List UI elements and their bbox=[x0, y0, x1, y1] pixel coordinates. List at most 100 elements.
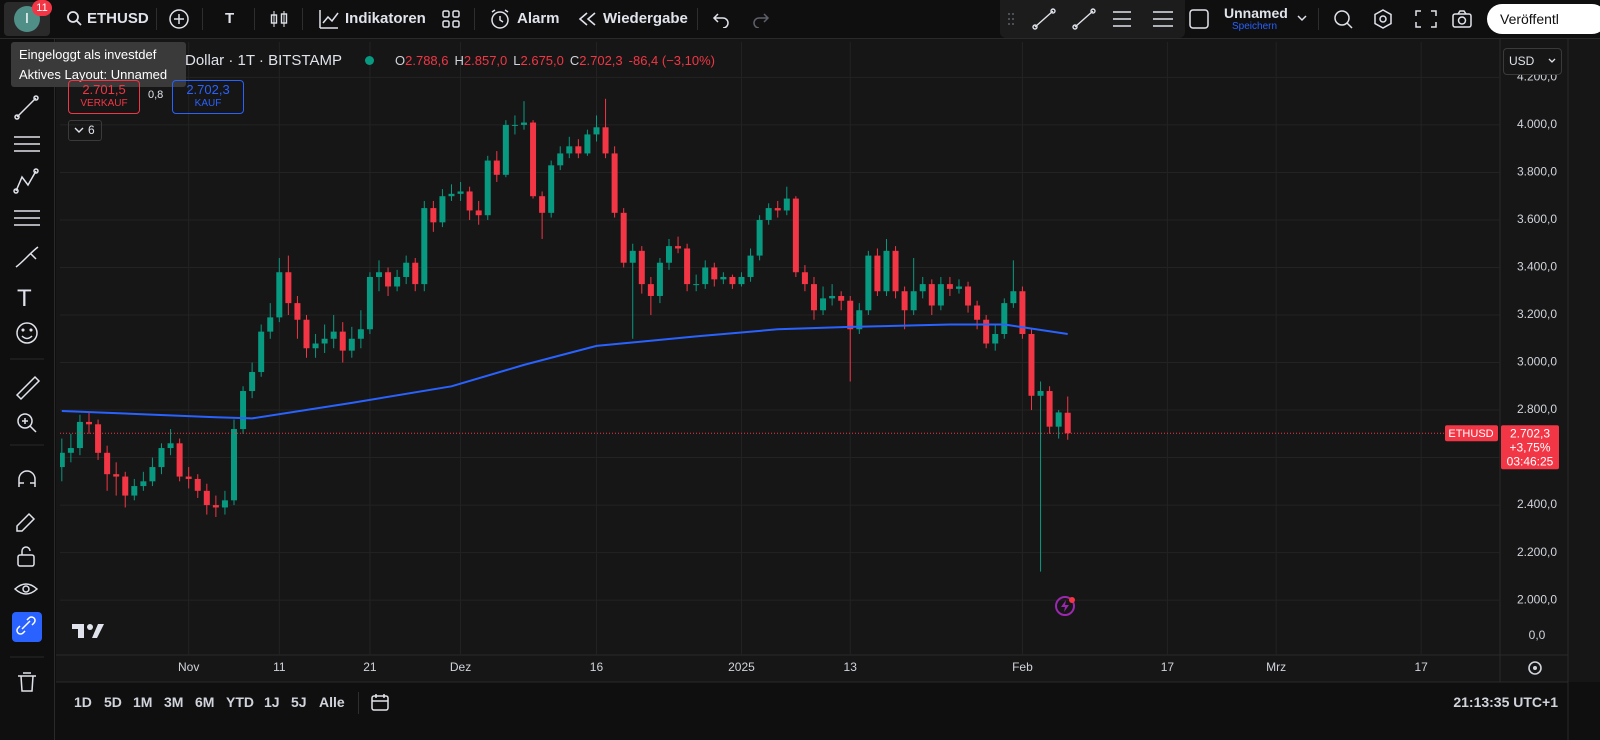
candle-body bbox=[240, 391, 247, 430]
range-button[interactable]: 1M bbox=[133, 694, 153, 710]
currency-select[interactable]: USD bbox=[1503, 48, 1562, 75]
redo[interactable] bbox=[752, 10, 770, 28]
candle-body bbox=[294, 303, 301, 320]
candle-body bbox=[67, 448, 74, 453]
sell-button[interactable]: 2.701,5 VERKAUF bbox=[68, 80, 140, 114]
spread: 0,8 bbox=[148, 89, 164, 101]
undo[interactable] bbox=[712, 10, 730, 28]
price-tag-value: 2.702,3 bbox=[1510, 426, 1550, 440]
top-bar: I 11 ETHUSD T Indikatoren Alarm Wiederga… bbox=[0, 0, 1600, 39]
range-button[interactable]: 6M bbox=[195, 694, 215, 710]
candle-body bbox=[194, 478, 201, 491]
candle-body bbox=[230, 429, 237, 501]
symbol-tag-label: ETHUSD bbox=[1448, 428, 1493, 440]
range-button[interactable]: YTD bbox=[226, 694, 254, 710]
candle-body bbox=[602, 127, 609, 154]
drawing-favorites-icons[interactable] bbox=[1005, 8, 1180, 30]
candle-body bbox=[403, 262, 410, 277]
ohlc-value: 2.788,6 bbox=[405, 53, 449, 68]
symbol-tag bbox=[1445, 425, 1498, 442]
ohlc-key: O bbox=[395, 53, 406, 68]
candle-body bbox=[575, 146, 582, 154]
candle-body bbox=[1055, 412, 1062, 427]
layout-icon[interactable] bbox=[1188, 8, 1212, 30]
range-button[interactable]: 5D bbox=[104, 694, 122, 710]
y-tick-label: 3.400,0 bbox=[1517, 260, 1557, 274]
candle-body bbox=[448, 193, 455, 197]
alert-icon-top[interactable] bbox=[489, 8, 511, 30]
indicator-toggle[interactable]: 6 bbox=[68, 120, 102, 141]
candle-body bbox=[566, 146, 573, 154]
x-tick-label: 17 bbox=[1414, 660, 1428, 674]
candle-body bbox=[720, 276, 727, 280]
candle-body bbox=[593, 127, 600, 135]
candle-body bbox=[394, 276, 401, 287]
y-tick-label: 2.800,0 bbox=[1517, 402, 1557, 416]
y-tick-label: 3.600,0 bbox=[1517, 212, 1557, 226]
candle-body bbox=[176, 443, 183, 477]
ohlc-legend: O2.788,6 H2.857,0 L2.675,0 C2.702,3 -86,4 (−… bbox=[395, 53, 715, 68]
range-button[interactable]: 3M bbox=[164, 694, 184, 710]
range-button[interactable]: 5J bbox=[291, 694, 307, 710]
layout-dropdown[interactable] bbox=[1296, 14, 1308, 24]
range-button[interactable]: Alle bbox=[319, 694, 345, 710]
settings-icon-center bbox=[1533, 666, 1537, 670]
alert-icon[interactable] bbox=[1055, 596, 1075, 616]
candle-body bbox=[838, 295, 845, 301]
candle-body bbox=[792, 198, 799, 273]
candle-body bbox=[928, 284, 935, 306]
add-symbol[interactable] bbox=[168, 8, 190, 30]
legend-symbol[interactable]: Dollar · 1T · BITSTAMP bbox=[185, 52, 342, 69]
chart-type[interactable] bbox=[268, 8, 290, 30]
alert[interactable]: Alarm bbox=[517, 10, 560, 27]
ohlc-key: L bbox=[513, 53, 521, 68]
candle-body bbox=[865, 255, 872, 311]
candle-body bbox=[1064, 412, 1071, 434]
candle-body bbox=[140, 481, 147, 487]
candle-body bbox=[874, 255, 881, 292]
logo bbox=[72, 624, 104, 638]
candle-body bbox=[1046, 391, 1053, 427]
candle-body bbox=[910, 291, 917, 311]
sell-label: VERKAUF bbox=[80, 98, 128, 109]
candle-body bbox=[829, 295, 836, 299]
templates-icon[interactable] bbox=[441, 9, 461, 29]
y-tick-label: 2.400,0 bbox=[1517, 497, 1557, 511]
candle-body bbox=[620, 212, 627, 263]
replay-icon[interactable] bbox=[578, 11, 598, 27]
range-button[interactable]: 1J bbox=[264, 694, 280, 710]
indicators-icon[interactable] bbox=[318, 8, 340, 30]
candle-body bbox=[783, 198, 790, 211]
candle-body bbox=[85, 421, 92, 425]
date-range-icon[interactable] bbox=[370, 692, 390, 712]
interval[interactable]: T bbox=[225, 10, 235, 27]
symbol[interactable]: ETHUSD bbox=[87, 10, 149, 27]
candle-body bbox=[430, 208, 437, 223]
candle-body bbox=[421, 208, 428, 285]
right-icons[interactable] bbox=[1332, 8, 1582, 30]
candle-body bbox=[548, 165, 555, 213]
ohlc-key: H bbox=[454, 53, 464, 68]
chart-background bbox=[56, 39, 1600, 682]
candle-body bbox=[955, 286, 962, 289]
search-icon[interactable] bbox=[67, 11, 83, 27]
settings-icon[interactable] bbox=[1528, 661, 1542, 675]
buy-price: 2.702,3 bbox=[186, 82, 230, 97]
layout-name[interactable]: Unnamed bbox=[1224, 5, 1288, 21]
tool-icons[interactable] bbox=[0, 39, 54, 740]
range-button[interactable]: 1D bbox=[74, 694, 92, 710]
plot-area bbox=[60, 98, 1500, 572]
buy-button[interactable]: 2.702,3 KAUF bbox=[172, 80, 244, 114]
save[interactable]: Speichern bbox=[1232, 21, 1278, 32]
publish-button[interactable] bbox=[1487, 4, 1600, 34]
candle-body bbox=[375, 272, 382, 277]
publish[interactable]: Veröffentl bbox=[1500, 11, 1559, 27]
text-tool[interactable]: T bbox=[17, 285, 32, 312]
sell-price: 2.701,5 bbox=[82, 82, 126, 97]
replay[interactable]: Wiedergabe bbox=[603, 10, 688, 27]
candle-body bbox=[820, 298, 827, 311]
indicators[interactable]: Indikatoren bbox=[345, 10, 426, 27]
ohlc-value: 2.857,0 bbox=[463, 53, 508, 68]
clock[interactable]: 21:13:35 UTC+1 bbox=[1453, 694, 1558, 710]
